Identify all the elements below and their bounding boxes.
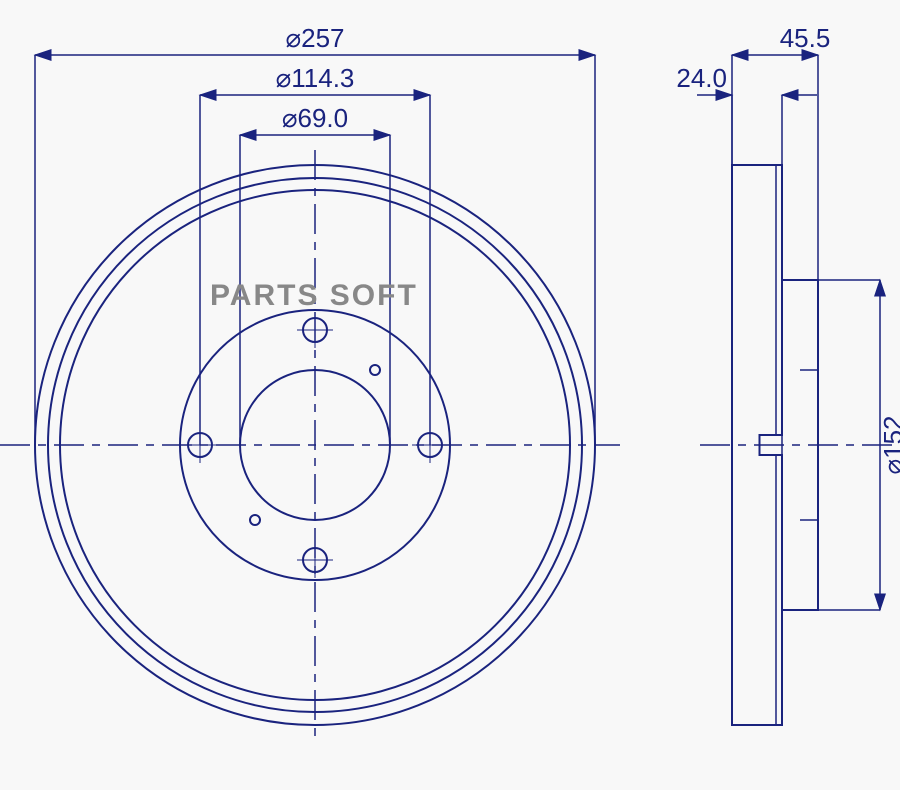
dim-label: 24.0: [676, 63, 727, 93]
dim-label: ⌀114.3: [276, 63, 355, 93]
dim-label: ⌀152: [878, 415, 900, 474]
dim-label: 45.5: [780, 23, 831, 53]
small-hole: [250, 515, 260, 525]
dim-label: ⌀69.0: [282, 103, 348, 133]
technical-drawing: ⌀257 ⌀114.3 ⌀69.0 45.5 24.0 ⌀152 PARTS SOFT: [0, 0, 900, 790]
dim-label: ⌀257: [285, 23, 344, 53]
small-hole: [370, 365, 380, 375]
watermark: PARTS SOFT: [210, 279, 418, 312]
